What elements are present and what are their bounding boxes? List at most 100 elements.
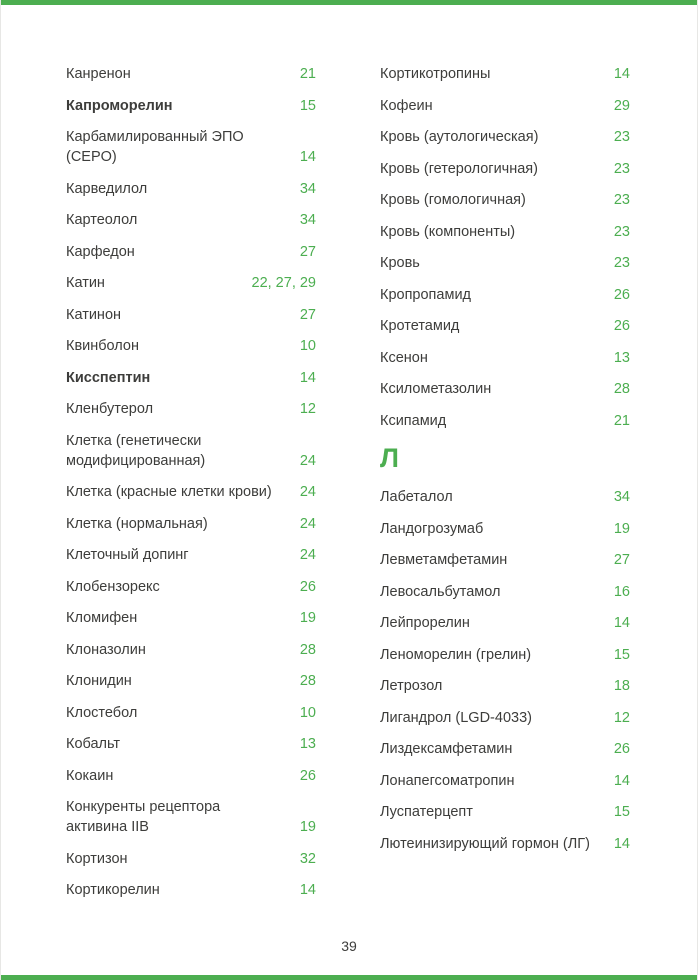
entry-page-numbers: 10	[299, 338, 316, 354]
entry-page-numbers: 24	[299, 484, 316, 500]
page-bottom-border	[1, 975, 697, 980]
page-number: 39	[341, 938, 357, 954]
entry-term: Левметамфетамин	[380, 552, 508, 568]
index-entry: Катинон 27	[66, 305, 316, 325]
entry-page-numbers: 34	[613, 489, 630, 505]
index-entry: Ксипамид 21	[380, 411, 630, 431]
entry-term: Клетка (генетически модифицированная)	[66, 432, 206, 469]
index-entry: Лабеталол 34	[380, 487, 630, 507]
entry-term: Кофеин	[380, 97, 433, 114]
entry-term: Кломифен	[66, 610, 138, 626]
entry-page-numbers: 26	[613, 741, 630, 757]
entry-term: Картеолол	[66, 212, 138, 228]
entry-term: Кровь (гомологичная)	[380, 192, 526, 208]
index-column-right: Кортикотропины 14 Кофеин 29 Кровь (аутологич…	[380, 64, 630, 912]
index-entry: Ксенон 13	[380, 348, 630, 368]
index-entry: Кофеин 29	[380, 96, 630, 116]
entry-page-numbers: 23	[613, 255, 630, 271]
entry-page-numbers: 15	[613, 646, 630, 663]
entry-page-numbers: 14	[613, 772, 630, 789]
entry-page-numbers: 27	[299, 306, 316, 323]
entry-term: Конкуренты рецептора активина IIB	[66, 799, 221, 835]
entry-page-numbers: 14	[299, 369, 316, 386]
index-entry: Кровь (гетерологичная) 23	[380, 159, 630, 179]
index-entry: Квинболон 10	[66, 336, 316, 356]
entry-page-numbers: 14	[299, 149, 316, 165]
index-entry: Луспатерцепт 15	[380, 802, 630, 822]
entry-page-numbers: 14	[613, 66, 630, 82]
index-columns: Канренон 21 Капроморелин 15 Карбамилированны…	[1, 0, 697, 912]
entry-page-numbers: 21	[299, 66, 316, 82]
index-entry: Клоназолин 28	[66, 640, 316, 660]
entry-term: Кокаин	[66, 767, 114, 784]
index-entry: Кломифен 19	[66, 608, 316, 628]
entry-page-numbers: 26	[299, 767, 316, 784]
entry-term: Летрозол	[380, 678, 443, 694]
entry-term: Кропропамид	[380, 286, 472, 303]
entry-page-numbers: 23	[613, 223, 630, 240]
entry-page-numbers: 22, 27, 29	[251, 275, 317, 291]
entry-term: Катин	[66, 275, 105, 291]
entry-term: Кротетамид	[380, 318, 460, 334]
entry-page-numbers: 12	[299, 401, 316, 417]
entry-page-numbers: 13	[613, 349, 630, 366]
entry-term: Кленбутерол	[66, 401, 154, 417]
entry-page-numbers: 27	[299, 243, 316, 260]
entry-term: Квинболон	[66, 338, 140, 354]
entry-page-numbers: 34	[299, 180, 316, 197]
index-entry: Канренон 21	[66, 64, 316, 84]
entry-term: Катинон	[66, 306, 122, 323]
index-entry: Кобальт 13	[66, 734, 316, 754]
entry-page-numbers: 28	[613, 381, 630, 397]
index-entry: Клетка (генетически модифицированная) 24	[66, 431, 316, 471]
entry-term: Клеточный допинг	[66, 547, 189, 563]
entry-term: Кобальт	[66, 736, 121, 752]
index-entry: Кровь (аутологическая) 23	[380, 127, 630, 147]
index-entry: Кровь 23	[380, 253, 630, 273]
entry-page-numbers: 13	[299, 736, 316, 752]
entry-page-numbers: 10	[299, 704, 316, 721]
entry-term: Левосальбутамол	[380, 583, 501, 600]
entry-page-numbers: 23	[613, 192, 630, 208]
entry-page-numbers: 34	[299, 212, 316, 228]
entry-page-numbers: 27	[613, 552, 630, 568]
index-entry: Лиздексамфетамин 26	[380, 739, 630, 759]
index-entry: Катин 22, 27, 29	[66, 273, 316, 293]
index-entry: Кортизон 32	[66, 849, 316, 869]
entry-page-numbers: 19	[613, 520, 630, 537]
index-entry: Клостебол 10	[66, 703, 316, 723]
index-entry: Ландогрозумаб 19	[380, 519, 630, 539]
entry-term: Карбамилированный ЭПО (CEPO)	[66, 129, 244, 165]
entry-term: Кисспептин	[66, 369, 151, 386]
entry-term: Кровь	[380, 255, 420, 271]
entry-page-numbers: 23	[613, 129, 630, 145]
page-top-border	[1, 0, 697, 5]
entry-page-numbers: 14	[613, 615, 630, 631]
entry-term: Капроморелин	[66, 97, 173, 114]
entry-term: Леноморелин (грелин)	[380, 646, 532, 663]
entry-term: Лейпрорелин	[380, 615, 470, 631]
entry-page-numbers: 21	[613, 412, 630, 429]
index-entry: Карбамилированный ЭПО (CEPO) 14	[66, 127, 316, 167]
index-entry: Конкуренты рецептора активина IIB 19	[66, 797, 316, 837]
index-entry: Леноморелин (грелин) 15	[380, 645, 630, 665]
entry-term: Кортикорелин	[66, 882, 160, 898]
entry-page-numbers: 24	[299, 515, 316, 532]
entry-term: Кровь (гетерологичная)	[380, 160, 538, 177]
entry-term: Клоназолин	[66, 641, 146, 658]
entry-term: Клостебол	[66, 704, 138, 721]
entry-page-numbers: 28	[299, 673, 316, 689]
index-entry: Картеолол 34	[66, 210, 316, 230]
entry-page-numbers: 15	[613, 804, 630, 820]
entry-page-numbers: 12	[613, 709, 630, 726]
entry-page-numbers: 26	[613, 286, 630, 303]
entry-term: Клонидин	[66, 673, 132, 689]
entry-page-numbers: 28	[299, 641, 316, 658]
entry-term: Кровь (компоненты)	[380, 223, 516, 240]
entry-term: Лиздексамфетамин	[380, 741, 513, 757]
entry-term: Канренон	[66, 66, 131, 82]
entry-term: Кровь (аутологическая)	[380, 129, 539, 145]
entry-page-numbers: 26	[613, 318, 630, 334]
index-entry: Левосальбутамол 16	[380, 582, 630, 602]
